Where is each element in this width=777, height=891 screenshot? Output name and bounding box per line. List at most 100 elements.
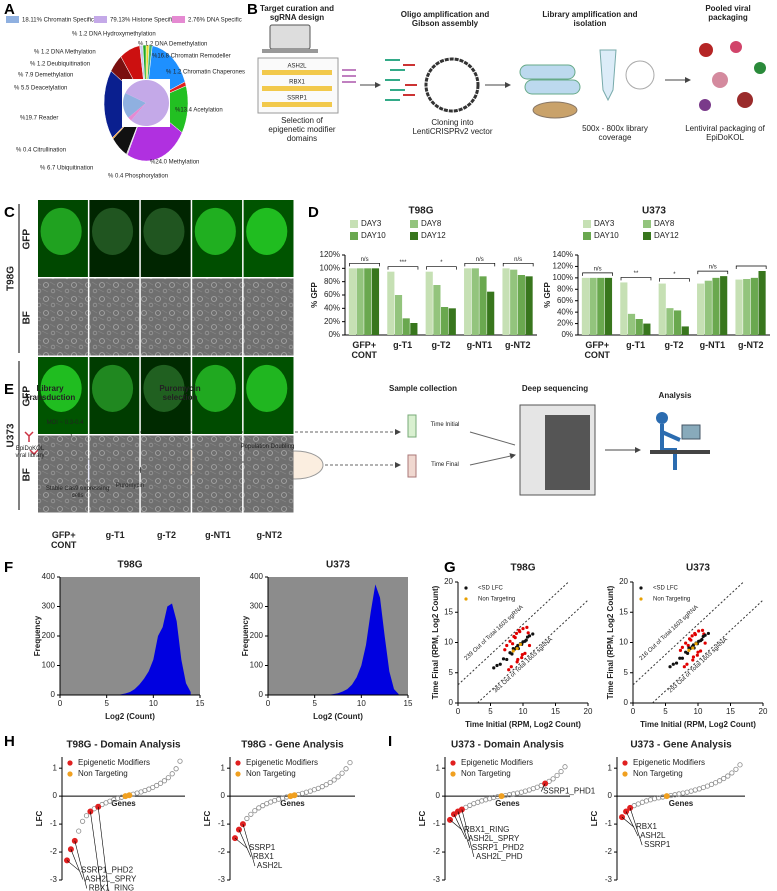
x-tick-label: 10	[357, 699, 366, 708]
chart-title: U373 - Gene Analysis	[630, 740, 732, 751]
point-label: ASH2L_PHD	[476, 852, 523, 861]
y-tick-label: 0%	[561, 330, 573, 339]
legend-label: Epigenetic Modifiers	[246, 758, 318, 767]
significance-label: ***	[399, 260, 407, 266]
legend-label: Non Targeting	[78, 769, 128, 778]
gfp-signal	[40, 207, 82, 255]
point	[696, 650, 700, 654]
y-tick-label: -2	[218, 847, 226, 856]
bar	[441, 307, 449, 335]
bar	[704, 280, 712, 335]
legend-marker	[622, 771, 628, 777]
legend-marker	[450, 760, 456, 766]
microscopy-image	[140, 278, 191, 356]
microscopy-image	[243, 435, 294, 513]
point	[700, 628, 705, 633]
chart-title: T98G - Gene Analysis	[241, 740, 344, 751]
y-tick-label: -3	[433, 875, 441, 884]
rank-point	[79, 818, 86, 824]
panel-label: E	[4, 381, 14, 398]
x-tick-label: 5	[104, 699, 109, 708]
chart-title: T98G	[408, 206, 433, 217]
y-tick-label: -1	[605, 819, 613, 828]
slice-label: % 0.4 Citrullination	[16, 148, 66, 154]
x-axis-label: Time Initial (RPM, Log2 Count)	[640, 720, 756, 729]
bar	[581, 277, 590, 335]
legend-marker	[639, 586, 643, 590]
slice-label: % 1.2 DNA Methylation	[34, 50, 96, 56]
rank-point	[554, 772, 560, 779]
significance-bracket	[349, 262, 380, 267]
column-label: g-T1	[105, 530, 125, 540]
y-tick-label: 10	[619, 638, 628, 647]
rank-point	[260, 803, 266, 809]
rank-point	[729, 770, 735, 776]
panel-label: C	[4, 204, 15, 221]
significance-label: n/s	[594, 266, 602, 272]
bar	[743, 279, 751, 335]
point	[531, 632, 535, 636]
legend-label: DAY8	[654, 219, 675, 228]
significance-label: n/s	[476, 257, 484, 263]
y-tick-label: 80%	[557, 284, 573, 293]
legend-swatch	[94, 16, 107, 23]
highlight-point	[126, 792, 133, 799]
bar	[627, 313, 636, 335]
point-label: SSRP1	[249, 843, 276, 852]
legend-label: <SD LFC	[478, 586, 504, 592]
significance-bracket	[387, 266, 419, 270]
rank-point	[256, 805, 262, 811]
x-tick-label: g-NT1	[699, 340, 726, 350]
y-tick-label: 0	[449, 698, 454, 707]
inner-slice	[123, 93, 146, 118]
gfp-signal	[143, 364, 185, 412]
channel-label: BF	[22, 311, 33, 324]
bar	[517, 275, 525, 335]
point	[706, 631, 711, 636]
point-label: ASH2L_SPRY	[85, 875, 137, 884]
y-axis-label: Time Final (RPM, Log2 Count)	[606, 585, 615, 699]
point-label: RBX1	[253, 852, 274, 861]
gfp-signal	[194, 364, 236, 412]
gfp-signal	[246, 364, 288, 412]
bar	[604, 277, 613, 335]
point	[520, 656, 524, 660]
y-axis-label: % GFP	[543, 281, 552, 307]
slice-label: %13.4 Acetylation	[175, 108, 223, 114]
point-label: ASH2L_SPRY	[468, 834, 520, 843]
leader-line	[90, 811, 102, 891]
x-tick-label: 5	[312, 699, 317, 708]
legend-swatch	[583, 220, 591, 228]
legend-label: Non Targeting	[461, 769, 511, 778]
point-label: RBX1_RING	[89, 884, 134, 891]
point	[703, 633, 707, 637]
point	[668, 665, 672, 669]
y-tick-label: 20	[619, 577, 628, 586]
point	[515, 646, 519, 651]
legend-label: Epigenetic Modifiers	[461, 758, 533, 767]
point-label: SSRP1_PHD2	[472, 843, 525, 852]
area	[116, 603, 191, 695]
chart-title: U373	[642, 206, 666, 217]
annotation: 293 Out of Total 1603 sgRNA	[668, 637, 729, 695]
point	[686, 643, 690, 648]
legend-swatch	[643, 232, 651, 240]
bar	[658, 283, 666, 335]
bar	[464, 268, 472, 335]
chart-title: T98G	[117, 560, 142, 571]
rank-point	[244, 815, 250, 822]
significance-bracket	[659, 278, 690, 282]
x-tick-label: 20	[759, 707, 768, 716]
y-tick-label: 5	[449, 668, 454, 677]
workflow-step: Library Transduction	[25, 384, 76, 402]
point	[510, 652, 514, 656]
point	[691, 655, 696, 659]
slice-label: % 7.9 Demethylation	[18, 73, 73, 79]
workflow-note: Selection of epigenetic modifier domains	[268, 116, 336, 143]
microscopy-image	[89, 435, 140, 513]
rank-point	[717, 778, 723, 784]
bar	[589, 277, 597, 335]
y-tick-label: -1	[218, 819, 226, 828]
threshold-line	[632, 581, 744, 686]
point	[505, 643, 509, 648]
